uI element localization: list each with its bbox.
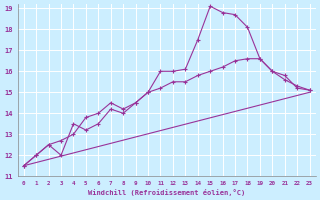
X-axis label: Windchill (Refroidissement éolien,°C): Windchill (Refroidissement éolien,°C) [88,189,245,196]
